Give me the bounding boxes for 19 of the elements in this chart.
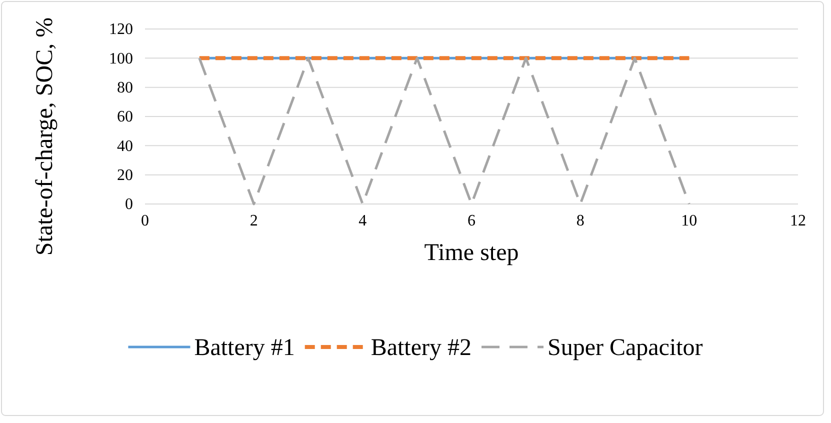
y-tick-label: 40 xyxy=(117,138,133,155)
x-tick-label: 10 xyxy=(681,212,698,230)
y-tick-label: 80 xyxy=(117,79,133,96)
x-tick-label: 4 xyxy=(358,212,367,230)
x-tick-label: 6 xyxy=(468,212,476,230)
legend-label: Battery #1 xyxy=(194,335,295,361)
y-tick-label: 120 xyxy=(109,21,133,38)
x-axis-title: Time step xyxy=(424,240,519,266)
y-tick-label: 20 xyxy=(117,166,133,184)
legend-label: Super Capacitor xyxy=(547,335,703,361)
x-tick-label: 12 xyxy=(790,212,806,230)
y-tick-label: 60 xyxy=(117,108,133,126)
y-tick-label: 0 xyxy=(125,196,133,214)
x-tick-label: 8 xyxy=(576,212,584,230)
y-axis-title: State-of-charge, SOC, % xyxy=(32,17,58,256)
x-tick-label: 0 xyxy=(141,212,149,230)
x-tick-label: 2 xyxy=(250,212,258,230)
legend-label: Battery #2 xyxy=(370,335,472,361)
y-tick-label: 100 xyxy=(109,50,133,68)
